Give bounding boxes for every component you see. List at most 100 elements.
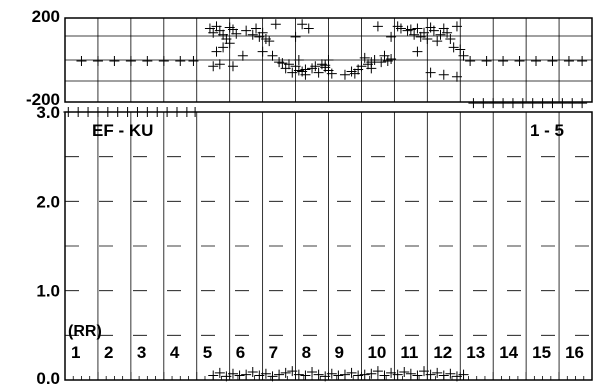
phase-point bbox=[326, 68, 337, 79]
amp-point bbox=[267, 371, 278, 382]
amp-point bbox=[171, 107, 182, 117]
phase-point bbox=[442, 27, 453, 38]
phase-point bbox=[227, 61, 238, 72]
amp-point bbox=[567, 98, 578, 109]
phase-point bbox=[323, 55, 334, 65]
phase-point bbox=[451, 21, 462, 32]
channel-label: 1 - 5 bbox=[530, 121, 564, 140]
amp-point bbox=[557, 98, 568, 109]
phase-point bbox=[405, 24, 416, 35]
phase-point bbox=[142, 56, 153, 67]
amp-point bbox=[537, 98, 548, 109]
amp-point bbox=[227, 368, 238, 379]
amp-point bbox=[214, 367, 225, 378]
amp-point bbox=[254, 370, 265, 381]
amp-point bbox=[102, 107, 113, 117]
phase-point bbox=[293, 55, 304, 65]
phase-point bbox=[386, 53, 397, 64]
phase-point bbox=[125, 56, 136, 67]
x-tick-label: 6 bbox=[236, 343, 245, 362]
amp-point bbox=[517, 98, 528, 109]
phase-point bbox=[76, 56, 87, 67]
amp-point bbox=[425, 369, 436, 380]
phase-point bbox=[359, 52, 370, 63]
phase-point bbox=[320, 60, 331, 71]
amp-point bbox=[260, 368, 271, 379]
amp-point bbox=[405, 368, 416, 379]
phase-ytick-label: -200 bbox=[26, 90, 60, 109]
amp-point bbox=[63, 107, 74, 117]
amp-point bbox=[333, 370, 344, 381]
amp-point bbox=[122, 107, 133, 117]
phase-point bbox=[211, 46, 222, 57]
amp-point bbox=[359, 369, 370, 380]
phase-point bbox=[379, 50, 390, 61]
phase-point bbox=[247, 29, 258, 40]
x-tick-label: 10 bbox=[367, 343, 386, 362]
amp-point bbox=[468, 98, 479, 109]
amp-point bbox=[313, 369, 324, 380]
amp-point bbox=[392, 369, 403, 380]
phase-point bbox=[366, 63, 377, 74]
amp-ytick-label: 2.0 bbox=[36, 192, 60, 211]
amp-point bbox=[419, 366, 430, 377]
x-tick-label: 7 bbox=[269, 343, 278, 362]
phase-point bbox=[251, 23, 262, 34]
phase-point bbox=[356, 61, 367, 72]
phase-point bbox=[283, 59, 294, 70]
phase-point bbox=[287, 67, 298, 78]
amp-point bbox=[346, 367, 357, 378]
phase-point bbox=[531, 56, 542, 67]
phase-point bbox=[158, 56, 169, 67]
amp-point bbox=[577, 98, 588, 109]
amp-point bbox=[451, 371, 462, 382]
amp-point bbox=[162, 107, 173, 117]
phase-point bbox=[270, 19, 281, 30]
amp-point bbox=[445, 368, 456, 379]
baseline-label: EF - KU bbox=[92, 121, 153, 140]
phase-point bbox=[369, 55, 380, 65]
amp-point bbox=[208, 370, 219, 381]
phase-point bbox=[514, 56, 525, 67]
phase-point bbox=[412, 23, 423, 34]
phase-point bbox=[241, 25, 252, 36]
amp-ytick-label: 1.0 bbox=[36, 282, 60, 301]
phase-point bbox=[498, 56, 509, 67]
amp-point bbox=[339, 369, 350, 380]
phase-point bbox=[290, 31, 301, 42]
x-tick-label: 11 bbox=[400, 343, 418, 362]
phase-point bbox=[267, 50, 278, 61]
amp-point bbox=[399, 366, 410, 377]
phase-point bbox=[465, 56, 476, 67]
amp-point bbox=[73, 107, 84, 117]
amp-point bbox=[152, 107, 163, 117]
x-tick-label: 15 bbox=[532, 343, 551, 362]
amp-point bbox=[527, 98, 538, 109]
amp-point bbox=[320, 371, 331, 382]
x-tick-label: 14 bbox=[499, 343, 518, 362]
amp-point bbox=[366, 368, 377, 379]
phase-point bbox=[428, 25, 439, 36]
amp-point bbox=[386, 367, 397, 378]
amp-point bbox=[326, 368, 337, 379]
phase-point bbox=[481, 56, 492, 67]
phase-point bbox=[438, 69, 449, 80]
amp-point bbox=[478, 98, 489, 109]
amp-point bbox=[142, 107, 153, 117]
phase-point bbox=[303, 23, 314, 34]
phase-point bbox=[448, 42, 459, 53]
amp-point bbox=[507, 98, 518, 109]
phase-point bbox=[297, 19, 308, 30]
amp-point bbox=[293, 369, 304, 380]
amp-point bbox=[438, 370, 449, 381]
amp-point bbox=[190, 107, 201, 117]
amp-point bbox=[132, 107, 143, 117]
phase-point bbox=[264, 36, 275, 47]
x-tick-label: 8 bbox=[302, 343, 311, 362]
phase-point bbox=[224, 38, 235, 49]
x-tick-label: 12 bbox=[433, 343, 452, 362]
amp-point bbox=[488, 98, 499, 109]
amp-ytick-label: 3.0 bbox=[36, 103, 60, 122]
phase-point bbox=[395, 23, 406, 34]
